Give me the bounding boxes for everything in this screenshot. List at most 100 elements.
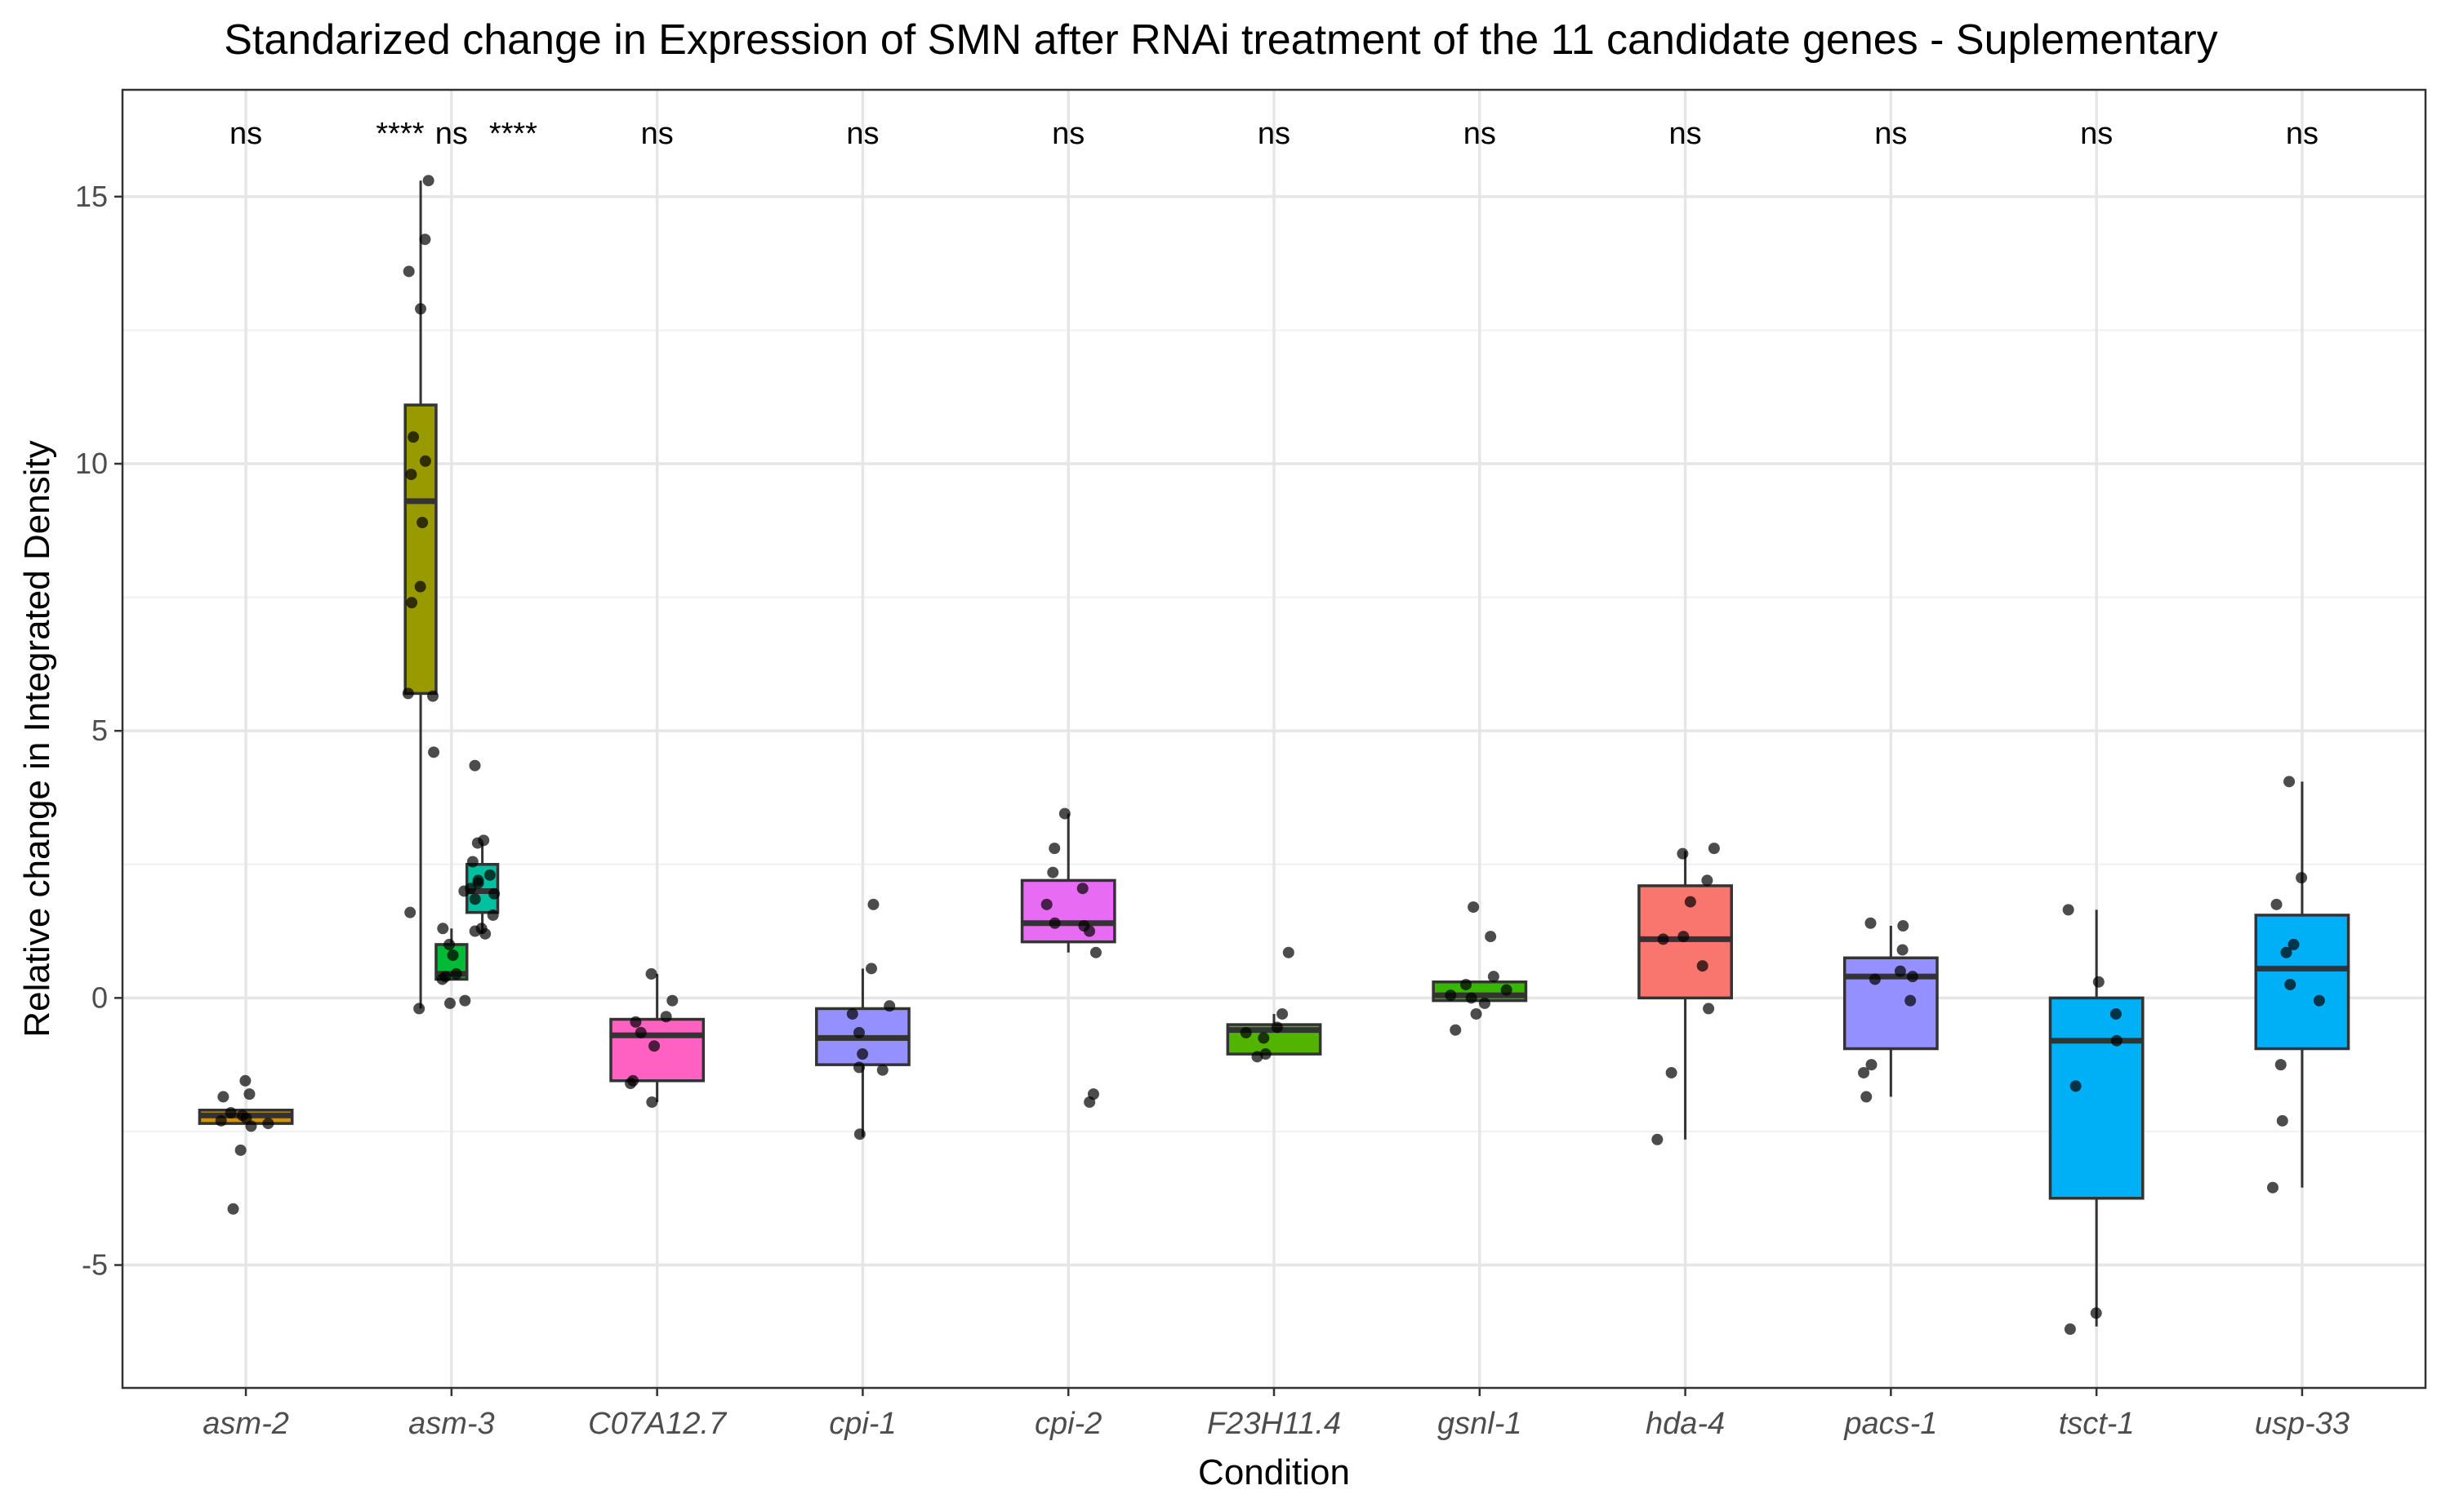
data-point — [884, 1000, 896, 1012]
data-point — [1049, 917, 1061, 929]
data-point — [1040, 898, 1053, 910]
y-tick-label: 5 — [91, 714, 108, 747]
data-point — [648, 1040, 661, 1052]
data-point — [1651, 1133, 1664, 1145]
data-point — [857, 1048, 869, 1061]
data-point — [1049, 843, 1061, 855]
significance-labels: ns **** ns **** ns ns ns ns ns ns ns ns ns — [229, 117, 2319, 151]
data-point — [660, 1011, 672, 1023]
data-point — [846, 1007, 858, 1020]
data-point — [406, 597, 418, 609]
data-point — [450, 967, 462, 980]
data-point — [1897, 920, 1909, 932]
x-axis-title: Condition — [1198, 1452, 1350, 1492]
box-body — [403, 403, 438, 696]
data-point — [2287, 938, 2300, 950]
data-point — [853, 1061, 866, 1074]
data-point — [1445, 989, 1457, 1002]
significance-label: ns — [2286, 117, 2319, 151]
data-point — [1468, 901, 1480, 914]
data-point — [630, 1016, 642, 1028]
data-point — [487, 909, 499, 921]
data-point — [447, 949, 459, 961]
data-point — [488, 887, 501, 900]
data-point — [419, 455, 431, 467]
significance-label: ns — [641, 117, 674, 151]
significance-label: **** — [489, 117, 537, 151]
data-point — [1459, 978, 1472, 990]
data-point — [2266, 1181, 2278, 1194]
significance-label: **** — [376, 117, 424, 151]
data-point — [2062, 904, 2074, 916]
data-point — [1864, 917, 1877, 929]
significance-label: ns — [2080, 117, 2113, 151]
data-point — [469, 759, 481, 772]
chart-title: Standarized change in Expression of SMN … — [224, 16, 2218, 64]
y-tick-label: -5 — [82, 1248, 108, 1282]
data-point — [215, 1114, 227, 1127]
data-point — [414, 580, 426, 593]
data-point — [234, 1144, 247, 1156]
data-point — [1251, 1051, 1263, 1063]
data-point — [646, 1096, 658, 1108]
data-point — [427, 690, 439, 702]
data-point — [866, 963, 878, 975]
data-point — [625, 1078, 637, 1090]
data-point — [2110, 1034, 2123, 1047]
y-tick-label: 15 — [75, 180, 108, 213]
box-body — [1842, 956, 1939, 1051]
data-point — [2109, 1007, 2122, 1020]
data-point — [1240, 1026, 1252, 1038]
data-point — [1276, 1007, 1289, 1020]
data-point — [479, 927, 492, 940]
data-point — [1084, 925, 1096, 937]
data-point — [2280, 946, 2292, 958]
data-point — [444, 997, 457, 1009]
data-point — [1896, 944, 1909, 956]
data-point — [239, 1074, 252, 1087]
data-point — [1865, 1059, 1878, 1071]
data-point — [1076, 883, 1089, 895]
data-point — [876, 1064, 889, 1076]
y-tick-label: 0 — [91, 981, 108, 1014]
data-point — [2274, 1059, 2287, 1071]
significance-label: ns — [1052, 117, 1085, 151]
x-tick-label: asm-3 — [408, 1407, 495, 1441]
x-tick-label: F23H11.4 — [1207, 1407, 1341, 1441]
data-point — [1487, 971, 1499, 983]
data-point — [2069, 1080, 2082, 1092]
y-axis-title: Relative change in Integrated Density — [17, 440, 57, 1037]
data-point — [1084, 1096, 1096, 1108]
data-point — [1657, 933, 1669, 945]
data-point — [2296, 872, 2308, 884]
data-point — [1701, 874, 1713, 887]
data-point — [443, 938, 456, 950]
x-tick-label: tsct-1 — [2059, 1407, 2135, 1441]
box-body — [2048, 996, 2145, 1200]
box-body — [2254, 914, 2350, 1051]
data-point — [415, 303, 427, 315]
data-point — [666, 994, 679, 1007]
data-point — [2283, 776, 2296, 788]
grid-lines — [122, 90, 2426, 1388]
x-axis-ticks: asm-2 asm-3 C07A12.7 cpi-1 cpi-2 F23H11.4 gsnl… — [203, 1388, 2350, 1441]
data-point — [1485, 931, 1497, 943]
data-point — [853, 1026, 865, 1038]
data-point — [867, 898, 880, 910]
data-point — [645, 967, 657, 980]
data-point — [1696, 960, 1708, 972]
data-point — [227, 1203, 239, 1215]
data-point — [1047, 866, 1059, 878]
data-point — [405, 469, 417, 481]
data-point — [459, 994, 471, 1007]
data-point — [404, 906, 416, 918]
data-point — [2064, 1323, 2076, 1336]
y-axis-ticks: -5 0 5 10 15 — [75, 180, 122, 1282]
significance-label: ns — [846, 117, 879, 151]
data-point — [1703, 1003, 1715, 1015]
data-point — [1450, 1024, 1462, 1036]
data-point — [243, 1088, 256, 1101]
significance-label: ns — [435, 117, 468, 151]
